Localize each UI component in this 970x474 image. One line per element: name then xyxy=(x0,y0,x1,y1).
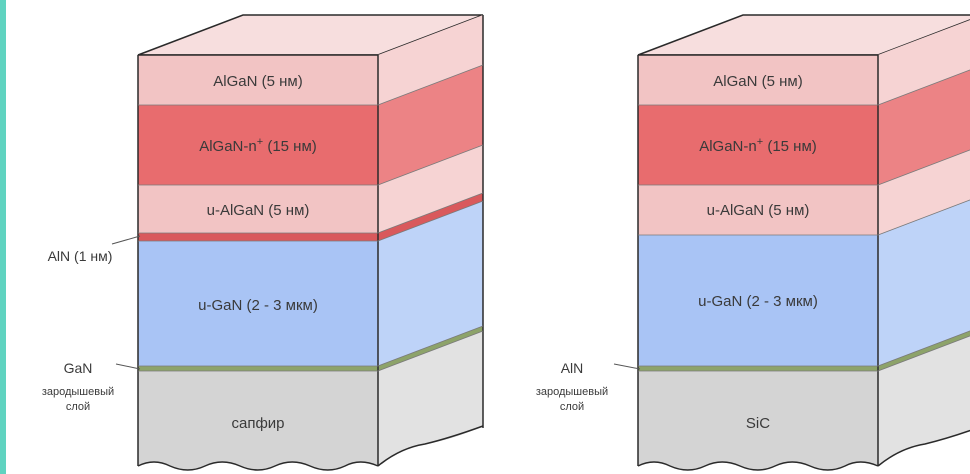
left-side-substrate xyxy=(378,331,483,466)
right-layer-algan-n xyxy=(638,105,878,185)
right-layer-algan-top xyxy=(638,55,878,105)
right-label-algan-top: AlGaN (5 нм) xyxy=(713,73,802,90)
left-layer-u-algan xyxy=(138,185,378,233)
left-label-u-gan: u-GaN (2 - 3 мкм) xyxy=(198,297,318,314)
left-label-algan-n: AlGaN-n+ (15 нм) xyxy=(199,136,317,155)
left-layer-algan-n xyxy=(138,105,378,185)
right-label-u-gan: u-GaN (2 - 3 мкм) xyxy=(698,293,818,310)
accent-border xyxy=(0,0,6,474)
right-nucleation-leader xyxy=(613,363,641,370)
right-side-nucleation xyxy=(878,330,970,371)
right-layer-u-gan xyxy=(638,235,878,366)
left-label-u-algan: u-AlGaN (5 нм) xyxy=(207,202,310,219)
left-side-aln xyxy=(378,193,483,241)
left-layer-u-gan xyxy=(138,241,378,366)
right-stack: AlGaN (5 нм) AlGaN-n+ (15 нм) u-AlGaN (5… xyxy=(637,14,970,471)
left-layer-algan-top xyxy=(138,55,378,105)
left-annotation-aln: AlN (1 нм) xyxy=(48,248,113,264)
right-side-substrate xyxy=(878,335,970,466)
left-side-u-algan xyxy=(378,145,483,233)
right-side-algan-n xyxy=(878,69,970,185)
right-layer-u-algan xyxy=(638,185,878,235)
right-annotation-nucleation-title: AlN xyxy=(561,360,584,376)
left-layer-nucleation xyxy=(138,366,378,371)
right-side-u-algan xyxy=(878,149,970,235)
right-annotation-nucleation-line1: зародышевый xyxy=(536,386,608,398)
left-annotation-nucleation-line2: слой xyxy=(66,401,90,413)
right-label-substrate: SiC xyxy=(746,415,770,432)
right-side-algan-top xyxy=(878,19,970,105)
left-label-substrate: сапфир xyxy=(231,415,284,432)
left-side-nucleation xyxy=(378,326,483,371)
right-annotation-nucleation-line2: слой xyxy=(560,401,584,413)
left-annotation-nucleation-title: GaN xyxy=(64,360,93,376)
right-layer-substrate xyxy=(638,371,878,470)
left-annotation-nucleation-line1: зародышевый xyxy=(42,386,114,398)
left-aln-leader xyxy=(111,235,141,245)
right-label-algan-n: AlGaN-n+ (15 нм) xyxy=(699,136,817,155)
right-annotations: AlN зародышевый слой xyxy=(536,360,641,413)
left-layer-aln xyxy=(138,233,378,241)
left-side-algan-top xyxy=(378,15,483,105)
left-nucleation-leader xyxy=(115,363,141,370)
left-stack: AlGaN (5 нм) AlGaN-n+ (15 нм) u-AlGaN (5… xyxy=(42,14,484,471)
right-label-u-algan: u-AlGaN (5 нм) xyxy=(707,202,810,219)
right-side-u-gan xyxy=(878,199,970,366)
left-layer-substrate xyxy=(138,371,378,470)
right-layer-nucleation xyxy=(638,366,878,371)
left-side-u-gan xyxy=(378,201,483,366)
left-label-algan-top: AlGaN (5 нм) xyxy=(213,73,302,90)
